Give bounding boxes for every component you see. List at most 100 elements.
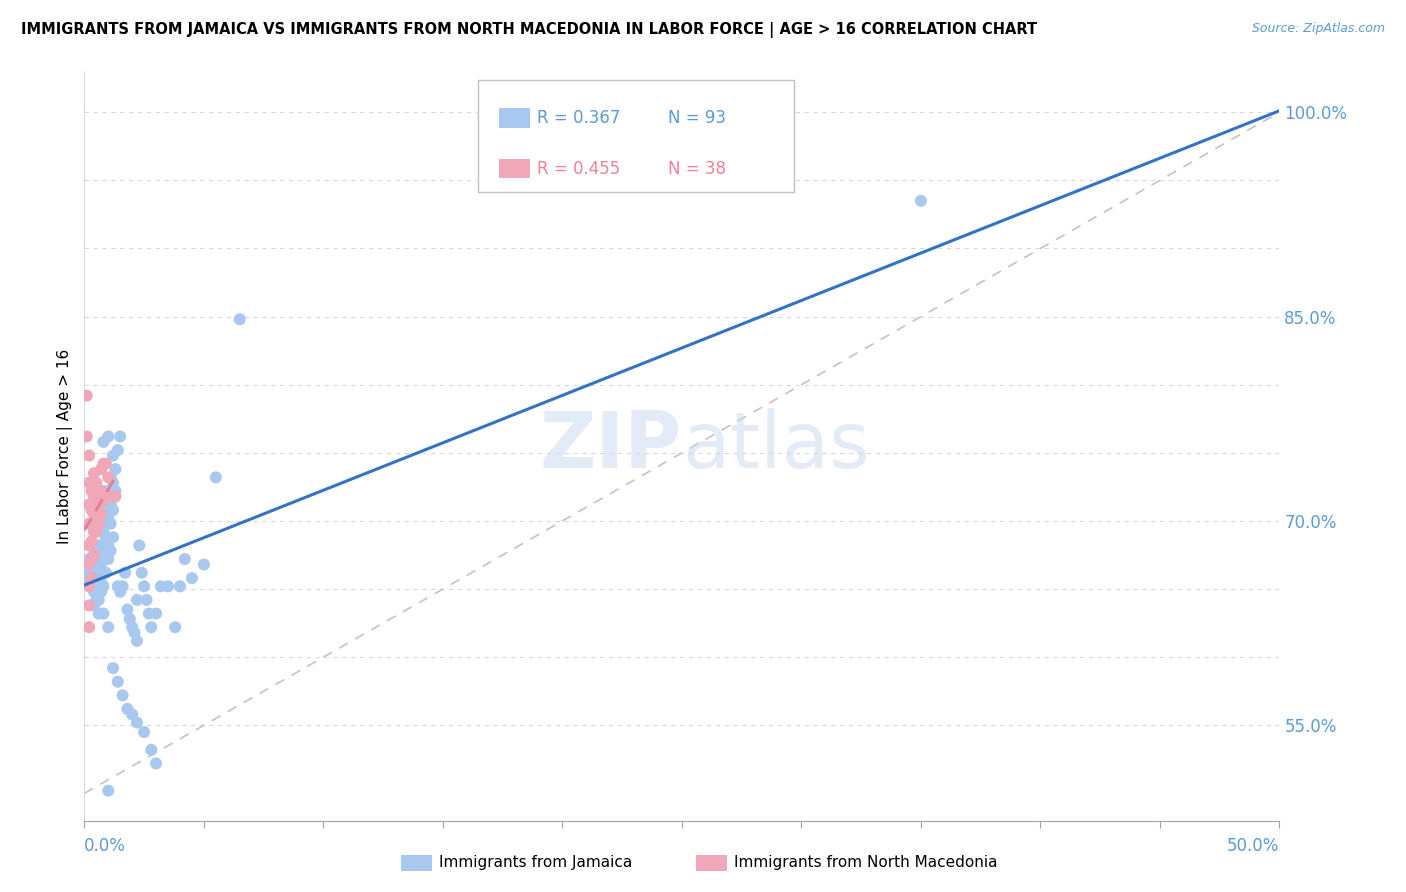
Point bbox=[104, 483, 127, 498]
Point bbox=[90, 498, 112, 512]
Point bbox=[80, 552, 103, 566]
Point bbox=[87, 538, 110, 552]
Point bbox=[77, 579, 100, 593]
Point bbox=[141, 620, 163, 634]
Point bbox=[107, 674, 129, 689]
Point bbox=[77, 516, 100, 531]
Point bbox=[87, 511, 110, 525]
Point bbox=[135, 593, 157, 607]
Point bbox=[138, 607, 160, 621]
Point bbox=[90, 558, 112, 572]
Point bbox=[132, 579, 156, 593]
Point bbox=[181, 571, 204, 585]
Point bbox=[87, 503, 110, 517]
Point bbox=[97, 620, 120, 634]
Point bbox=[193, 558, 215, 572]
Point bbox=[124, 625, 146, 640]
Point bbox=[101, 449, 124, 463]
Point bbox=[97, 429, 120, 443]
Point bbox=[83, 548, 105, 562]
Point bbox=[97, 538, 120, 552]
Point bbox=[87, 552, 110, 566]
Point bbox=[121, 707, 143, 722]
Point bbox=[149, 579, 172, 593]
Point bbox=[93, 566, 115, 580]
Point bbox=[87, 483, 110, 498]
Point bbox=[90, 571, 112, 585]
Point bbox=[145, 607, 167, 621]
Point bbox=[76, 561, 98, 575]
Point bbox=[83, 599, 105, 613]
Text: R = 0.367: R = 0.367 bbox=[537, 109, 620, 127]
Point bbox=[83, 507, 105, 521]
Point bbox=[77, 449, 100, 463]
Point bbox=[93, 457, 115, 471]
Point bbox=[107, 443, 129, 458]
Point bbox=[128, 538, 150, 552]
Point bbox=[100, 470, 122, 484]
Point bbox=[93, 544, 115, 558]
Point bbox=[87, 607, 110, 621]
Point bbox=[121, 620, 143, 634]
Point bbox=[910, 194, 932, 208]
Point bbox=[77, 475, 100, 490]
Point bbox=[90, 516, 112, 531]
Point bbox=[229, 312, 252, 326]
Point bbox=[77, 538, 100, 552]
Point bbox=[101, 661, 124, 675]
Point bbox=[77, 498, 100, 512]
Text: Immigrants from Jamaica: Immigrants from Jamaica bbox=[439, 855, 631, 870]
Point bbox=[93, 503, 115, 517]
Point bbox=[93, 483, 115, 498]
Point bbox=[97, 470, 120, 484]
Point bbox=[80, 534, 103, 549]
Point bbox=[76, 429, 98, 443]
Point bbox=[83, 584, 105, 599]
Point bbox=[86, 579, 108, 593]
Point bbox=[93, 434, 115, 449]
Point bbox=[87, 593, 110, 607]
Point bbox=[90, 538, 112, 552]
Point bbox=[93, 493, 115, 508]
Point bbox=[86, 475, 108, 490]
Point bbox=[90, 584, 112, 599]
Point bbox=[97, 511, 120, 525]
Point bbox=[87, 579, 110, 593]
Point bbox=[117, 702, 139, 716]
Text: 50.0%: 50.0% bbox=[1227, 837, 1279, 855]
Point bbox=[93, 524, 115, 539]
Text: N = 93: N = 93 bbox=[668, 109, 725, 127]
Point bbox=[90, 483, 112, 498]
Point bbox=[94, 511, 117, 525]
Point bbox=[86, 593, 108, 607]
Point bbox=[94, 530, 117, 544]
Point bbox=[86, 493, 108, 508]
Point bbox=[101, 530, 124, 544]
Point bbox=[141, 743, 163, 757]
Point bbox=[94, 566, 117, 580]
Point bbox=[77, 558, 100, 572]
Point bbox=[125, 715, 148, 730]
Point bbox=[80, 483, 103, 498]
Point bbox=[80, 579, 103, 593]
Point bbox=[83, 467, 105, 481]
Point bbox=[118, 612, 141, 626]
Point bbox=[97, 783, 120, 797]
Point bbox=[83, 490, 105, 504]
Point bbox=[104, 462, 127, 476]
Text: IMMIGRANTS FROM JAMAICA VS IMMIGRANTS FROM NORTH MACEDONIA IN LABOR FORCE | AGE : IMMIGRANTS FROM JAMAICA VS IMMIGRANTS FR… bbox=[21, 22, 1038, 38]
Point bbox=[100, 490, 122, 504]
Point bbox=[173, 552, 195, 566]
Point bbox=[76, 388, 98, 402]
Point bbox=[77, 552, 100, 566]
Point bbox=[145, 756, 167, 771]
Y-axis label: In Labor Force | Age > 16: In Labor Force | Age > 16 bbox=[58, 349, 73, 543]
Point bbox=[97, 483, 120, 498]
Point bbox=[132, 725, 156, 739]
Text: R = 0.455: R = 0.455 bbox=[537, 160, 620, 178]
Point bbox=[125, 633, 148, 648]
Point bbox=[86, 552, 108, 566]
Text: N = 38: N = 38 bbox=[668, 160, 725, 178]
Point bbox=[100, 498, 122, 512]
Point bbox=[77, 571, 100, 585]
